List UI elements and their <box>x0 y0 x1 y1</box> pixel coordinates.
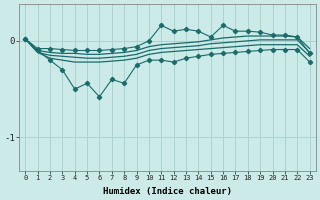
X-axis label: Humidex (Indice chaleur): Humidex (Indice chaleur) <box>103 187 232 196</box>
